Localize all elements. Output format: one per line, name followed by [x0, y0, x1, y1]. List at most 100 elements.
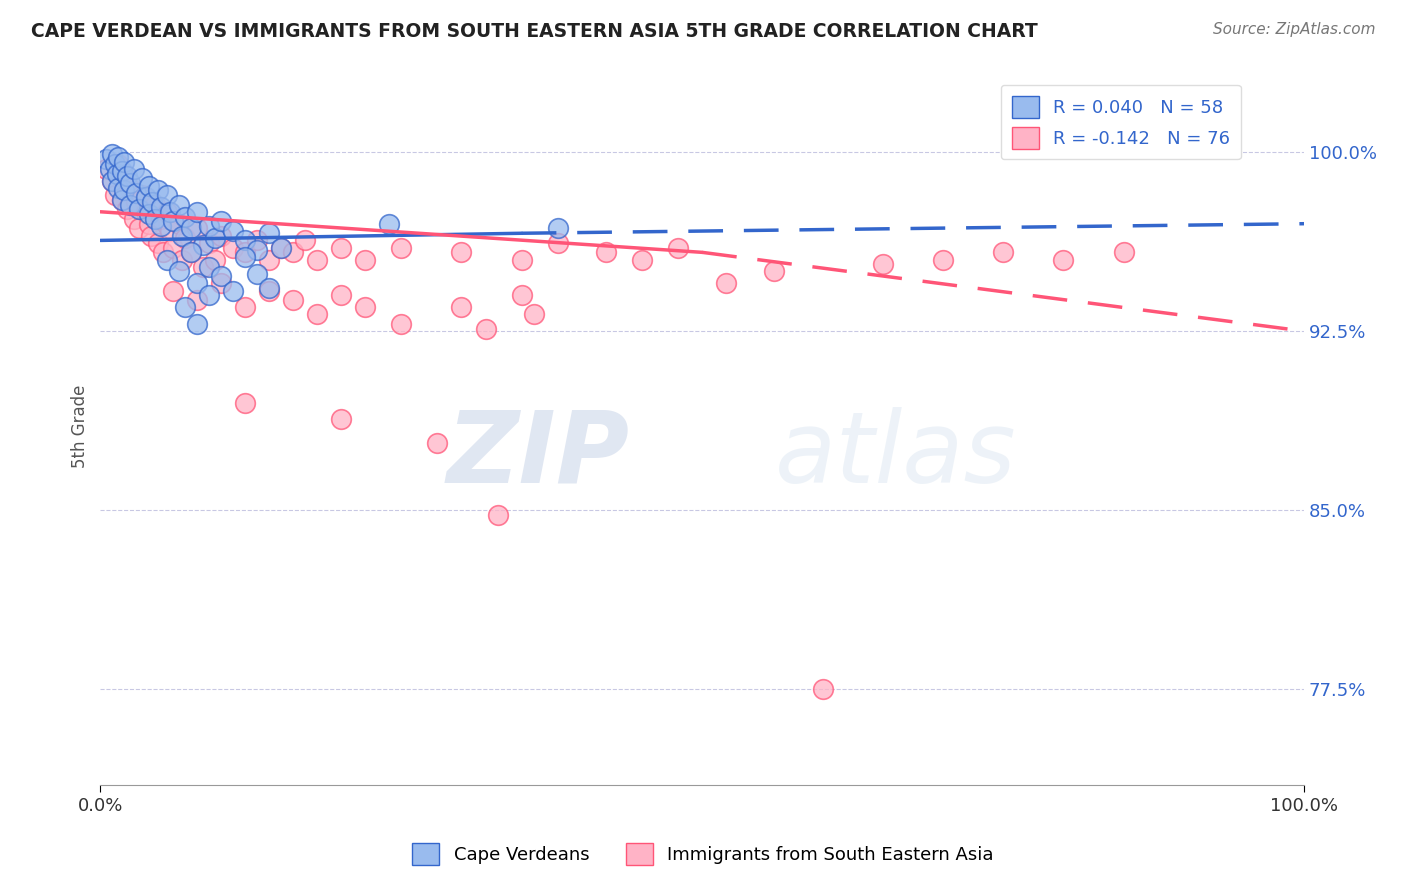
Point: [149, 200, 172, 214]
Point: [191, 238, 214, 252]
Point: [115, 202, 138, 217]
Y-axis label: 5th Grade: 5th Grade: [72, 385, 89, 468]
Point: [197, 219, 219, 233]
Point: [155, 188, 177, 202]
Point: [811, 682, 834, 697]
Point: [143, 197, 166, 211]
Point: [172, 252, 194, 267]
Point: [510, 288, 533, 302]
Point: [131, 188, 153, 202]
Point: [209, 269, 232, 284]
Point: [186, 204, 208, 219]
Point: [162, 241, 184, 255]
Point: [222, 224, 245, 238]
Point: [180, 245, 202, 260]
Point: [101, 174, 124, 188]
Point: [354, 252, 377, 267]
Point: [233, 396, 256, 410]
Point: [173, 300, 195, 314]
Point: [128, 202, 150, 217]
Point: [246, 267, 269, 281]
Point: [96, 161, 118, 176]
Point: [763, 264, 786, 278]
Point: [115, 169, 138, 183]
Point: [152, 245, 174, 260]
Point: [246, 234, 269, 248]
Point: [138, 207, 160, 221]
Point: [105, 167, 128, 181]
Point: [180, 245, 202, 260]
Point: [162, 284, 184, 298]
Point: [389, 241, 412, 255]
Point: [474, 322, 496, 336]
Point: [125, 195, 148, 210]
Point: [131, 171, 153, 186]
Point: [112, 183, 135, 197]
Point: [104, 157, 127, 171]
Point: [426, 436, 449, 450]
Point: [932, 252, 955, 267]
Point: [149, 211, 172, 226]
Point: [120, 197, 142, 211]
Point: [146, 235, 169, 250]
Point: [135, 190, 157, 204]
Point: [281, 293, 304, 307]
Point: [138, 178, 160, 193]
Point: [1052, 252, 1074, 267]
Point: [107, 157, 129, 171]
Point: [197, 288, 219, 302]
Point: [186, 317, 208, 331]
Point: [107, 150, 129, 164]
Point: [257, 284, 280, 298]
Point: [378, 217, 401, 231]
Point: [155, 252, 177, 267]
Point: [204, 231, 226, 245]
Point: [354, 300, 377, 314]
Point: [98, 161, 121, 176]
Point: [281, 245, 304, 260]
Point: [197, 235, 219, 250]
Point: [305, 307, 328, 321]
Point: [222, 284, 245, 298]
Point: [173, 231, 195, 245]
Point: [138, 217, 160, 231]
Point: [294, 234, 316, 248]
Point: [204, 252, 226, 267]
Point: [128, 221, 150, 235]
Point: [186, 221, 208, 235]
Point: [111, 193, 134, 207]
Point: [141, 195, 163, 210]
Point: [872, 257, 894, 271]
Point: [112, 169, 135, 183]
Point: [146, 183, 169, 197]
Point: [159, 204, 181, 219]
Legend: R = 0.040   N = 58, R = -0.142   N = 76: R = 0.040 N = 58, R = -0.142 N = 76: [1001, 85, 1241, 160]
Point: [96, 153, 118, 167]
Point: [547, 235, 569, 250]
Point: [233, 250, 256, 264]
Point: [120, 176, 142, 190]
Point: [104, 188, 127, 202]
Point: [666, 241, 689, 255]
Point: [209, 214, 232, 228]
Point: [450, 300, 472, 314]
Point: [330, 288, 353, 302]
Point: [167, 217, 190, 231]
Point: [122, 211, 145, 226]
Point: [186, 277, 208, 291]
Point: [257, 226, 280, 240]
Point: [523, 307, 546, 321]
Point: [172, 228, 194, 243]
Text: CAPE VERDEAN VS IMMIGRANTS FROM SOUTH EASTERN ASIA 5TH GRADE CORRELATION CHART: CAPE VERDEAN VS IMMIGRANTS FROM SOUTH EA…: [31, 22, 1038, 41]
Point: [149, 219, 172, 233]
Point: [120, 181, 142, 195]
Point: [125, 186, 148, 200]
Point: [162, 214, 184, 228]
Point: [173, 210, 195, 224]
Point: [233, 234, 256, 248]
Point: [197, 260, 219, 274]
Text: ZIP: ZIP: [447, 407, 630, 504]
Point: [111, 164, 134, 178]
Point: [209, 228, 232, 243]
Point: [547, 221, 569, 235]
